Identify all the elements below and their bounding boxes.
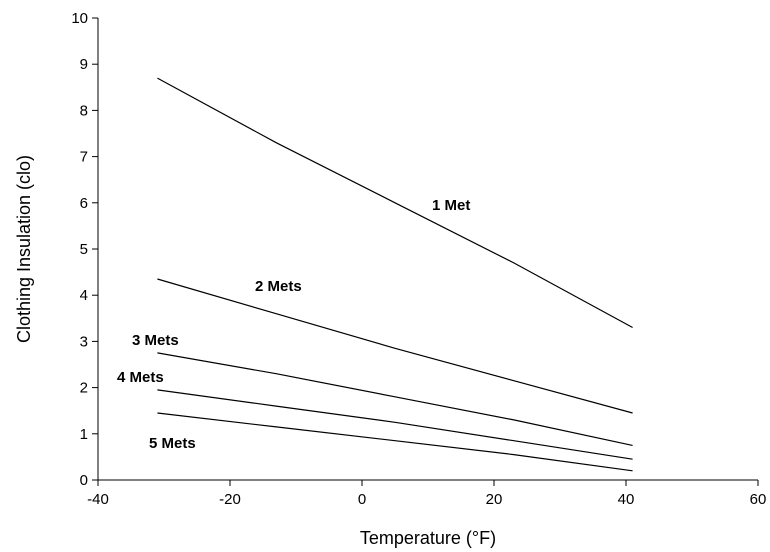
series-line-4-mets xyxy=(157,389,633,460)
x-tick-label: 40 xyxy=(618,491,635,508)
y-tick-label: 6 xyxy=(80,195,88,212)
x-tick-label: 20 xyxy=(486,491,503,508)
x-tick-label: -40 xyxy=(87,491,109,508)
series-label-3-mets: 3 Mets xyxy=(132,332,179,349)
y-axis-title: Clothing Insulation (clo) xyxy=(14,155,34,343)
y-tick-label: 9 xyxy=(80,56,88,73)
y-ticks: 0 1 2 3 4 5 6 7 8 9 10 xyxy=(71,10,98,489)
y-tick-label: 7 xyxy=(80,149,88,166)
x-ticks: -40 -20 0 20 40 60 xyxy=(87,480,766,508)
series-line-1-met xyxy=(157,77,633,329)
y-tick-label: 5 xyxy=(80,241,88,258)
y-tick-label: 10 xyxy=(71,10,88,27)
series-line-2-mets xyxy=(157,278,633,414)
series-labels: 1 Met 2 Mets 3 Mets 4 Mets 5 Mets xyxy=(117,197,470,452)
series-label-2-mets: 2 Mets xyxy=(255,278,302,295)
x-axis-title: Temperature (°F) xyxy=(360,528,496,548)
series-line-3-mets xyxy=(157,352,633,446)
x-tick-label: 60 xyxy=(750,491,767,508)
series-label-1-met: 1 Met xyxy=(432,197,470,214)
y-tick-label: 4 xyxy=(80,287,88,304)
series-label-5-mets: 5 Mets xyxy=(149,435,196,452)
y-tick-label: 8 xyxy=(80,102,88,119)
x-tick-label: -20 xyxy=(219,491,241,508)
x-tick-label: 0 xyxy=(358,491,366,508)
y-tick-label: 1 xyxy=(80,426,88,443)
series-lines xyxy=(157,77,633,472)
y-tick-label: 3 xyxy=(80,333,88,350)
y-tick-label: 0 xyxy=(80,472,88,489)
series-line-5-mets xyxy=(157,412,633,472)
y-tick-label: 2 xyxy=(80,380,88,397)
axes xyxy=(97,18,758,481)
series-label-4-mets: 4 Mets xyxy=(117,369,164,386)
